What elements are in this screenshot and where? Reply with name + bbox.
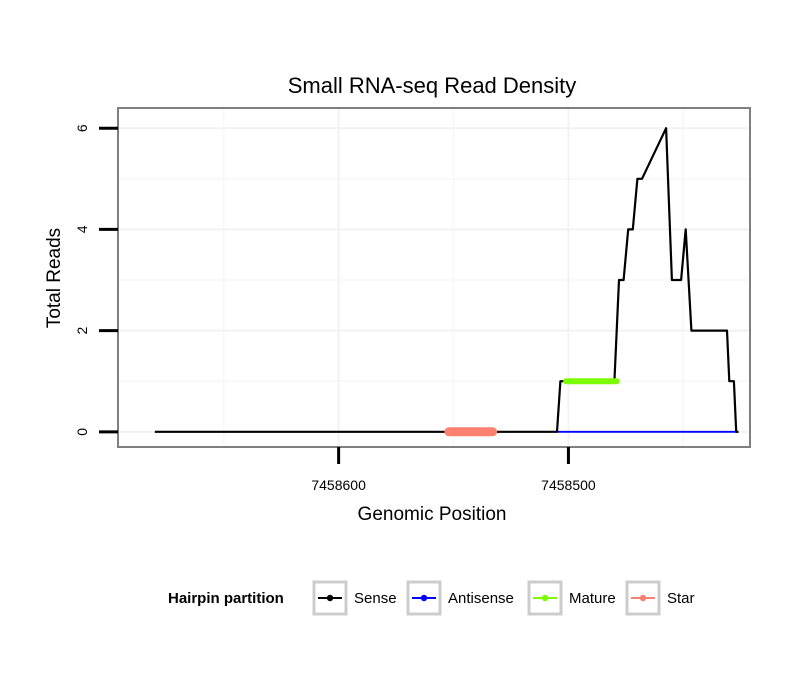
y-axis-label: Total Reads [44,228,65,328]
chart-title: Small RNA-seq Read Density [288,73,577,98]
y-axis: 0 2 4 6 [74,124,118,436]
y-tick-label: 0 [74,428,90,436]
series-sense-line [154,127,739,433]
y-tick-label: 2 [74,326,90,334]
grid-lines [118,108,750,447]
legend-label-sense: Sense [354,590,397,607]
y-tick-label: 6 [74,124,90,132]
legend-key-point [420,594,428,602]
legend-key-point [541,594,549,602]
y-tick-label: 4 [74,225,90,233]
x-tick-label: 7458500 [541,477,596,493]
legend-key-point [639,594,647,602]
x-axis: 7458600 7458500 [311,447,596,493]
plot-panel [118,108,750,447]
plot-border [117,107,751,448]
legend: Hairpin partition Sense Antisense Mature St… [168,580,695,616]
legend-label-mature: Mature [569,590,616,607]
x-tick-label: 7458600 [311,477,366,493]
legend-label-star: Star [667,590,695,607]
legend-key-point [326,594,334,602]
legend-label-antisense: Antisense [448,590,514,607]
x-axis-label: Genomic Position [358,504,507,525]
legend-title: Hairpin partition [168,590,284,607]
series-layer [154,127,739,437]
